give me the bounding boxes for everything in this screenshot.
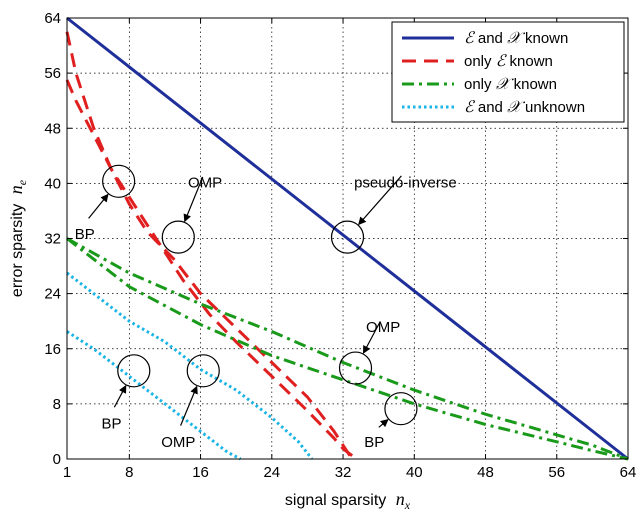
x-axis-title-sub: x [404, 498, 411, 512]
annotation-circle [161, 220, 195, 254]
annotation-arrow [183, 176, 204, 223]
y-tick-label: 56 [44, 65, 61, 82]
annotation-circle [384, 392, 418, 426]
legend-label: only 𝒳 known [464, 76, 557, 93]
legend-label-part: and [474, 99, 507, 116]
y-axis-title: error sparsity ne [6, 179, 29, 297]
annotation-label: BP [102, 416, 122, 433]
annotation-label: pseudo-inverse [354, 174, 457, 191]
y-tick-label: 16 [44, 341, 61, 358]
x-tick-label: 56 [548, 464, 565, 481]
x-tick-label: 40 [406, 464, 423, 481]
y-axis-title-sub: e [15, 179, 29, 185]
x-tick-label: 1 [63, 464, 71, 481]
x-tick-label: 24 [263, 464, 280, 481]
series-line [65, 31, 354, 460]
tick-labels: 1 8 16 24 32 40 48 56 64 0 8 16 24 32 40 48 56 64 [44, 10, 636, 481]
annotation-circle [102, 164, 136, 198]
x-tick-label: 8 [125, 464, 133, 481]
legend-label: only ℰ known [464, 53, 553, 70]
annotation-circle [186, 354, 220, 388]
legend-label-part: known [505, 53, 553, 70]
series-layer [65, 16, 629, 461]
x-axis-title-text: signal sparsity [285, 492, 386, 509]
annotation-label: OMP [161, 434, 195, 451]
y-tick-label: 0 [53, 451, 61, 468]
annotation-arrow [358, 175, 402, 226]
legend-label-part: ℰ [496, 53, 508, 70]
legend-label-part: ℰ [464, 99, 476, 116]
annotation-arrow [362, 321, 381, 354]
legend-label-part: unknown [521, 99, 585, 116]
x-tick-label: 48 [477, 464, 494, 481]
x-axis-title: signal sparsity nx [285, 489, 411, 512]
annotation-circle [117, 354, 151, 388]
annotation-label: OMP [188, 174, 222, 191]
legend-label-part: only [464, 53, 496, 70]
series-line [66, 271, 314, 460]
x-tick-label: 16 [192, 464, 209, 481]
y-tick-label: 8 [53, 396, 61, 413]
series-line [66, 330, 242, 461]
y-axis-title-symbol: n [6, 185, 26, 194]
annotation-circle [330, 220, 365, 254]
annotation-label: BP [75, 226, 95, 243]
annotation-arrow [113, 384, 127, 408]
legend-label-part: known [521, 30, 569, 47]
annotation-arrow [378, 418, 389, 428]
annotation-label: BP [364, 434, 384, 451]
y-tick-label: 24 [44, 286, 61, 303]
legend-label-part: only [464, 76, 496, 93]
y-tick-label: 40 [44, 175, 61, 192]
series-line [66, 237, 629, 461]
x-tick-label: 32 [335, 464, 352, 481]
annotations: BP OMP pseudo-inverse OMP BP BP OMP [75, 164, 457, 451]
y-tick-label: 64 [44, 10, 61, 27]
y-tick-label: 32 [44, 231, 61, 248]
annotation-label: OMP [366, 319, 400, 336]
legend-label-part: known [509, 76, 557, 93]
series-line [66, 16, 629, 461]
legend-label: ℰ and 𝒳 unknown [464, 99, 585, 116]
y-tick-label: 48 [44, 120, 61, 137]
axis-ticks [66, 17, 629, 460]
legend-label-part: and [474, 30, 507, 47]
annotation-arrow [88, 193, 109, 219]
x-axis-title-symbol: n [396, 489, 405, 509]
series-line [66, 237, 629, 461]
legend-label: ℰ and 𝒳 known [464, 30, 568, 47]
y-axis-title-text: error sparsity [9, 204, 26, 297]
annotation-arrow [180, 385, 198, 426]
legend-label-part: ℰ [464, 30, 476, 47]
series-line [65, 79, 358, 461]
x-tick-label: 64 [620, 464, 637, 481]
annotation-circle [338, 351, 373, 385]
